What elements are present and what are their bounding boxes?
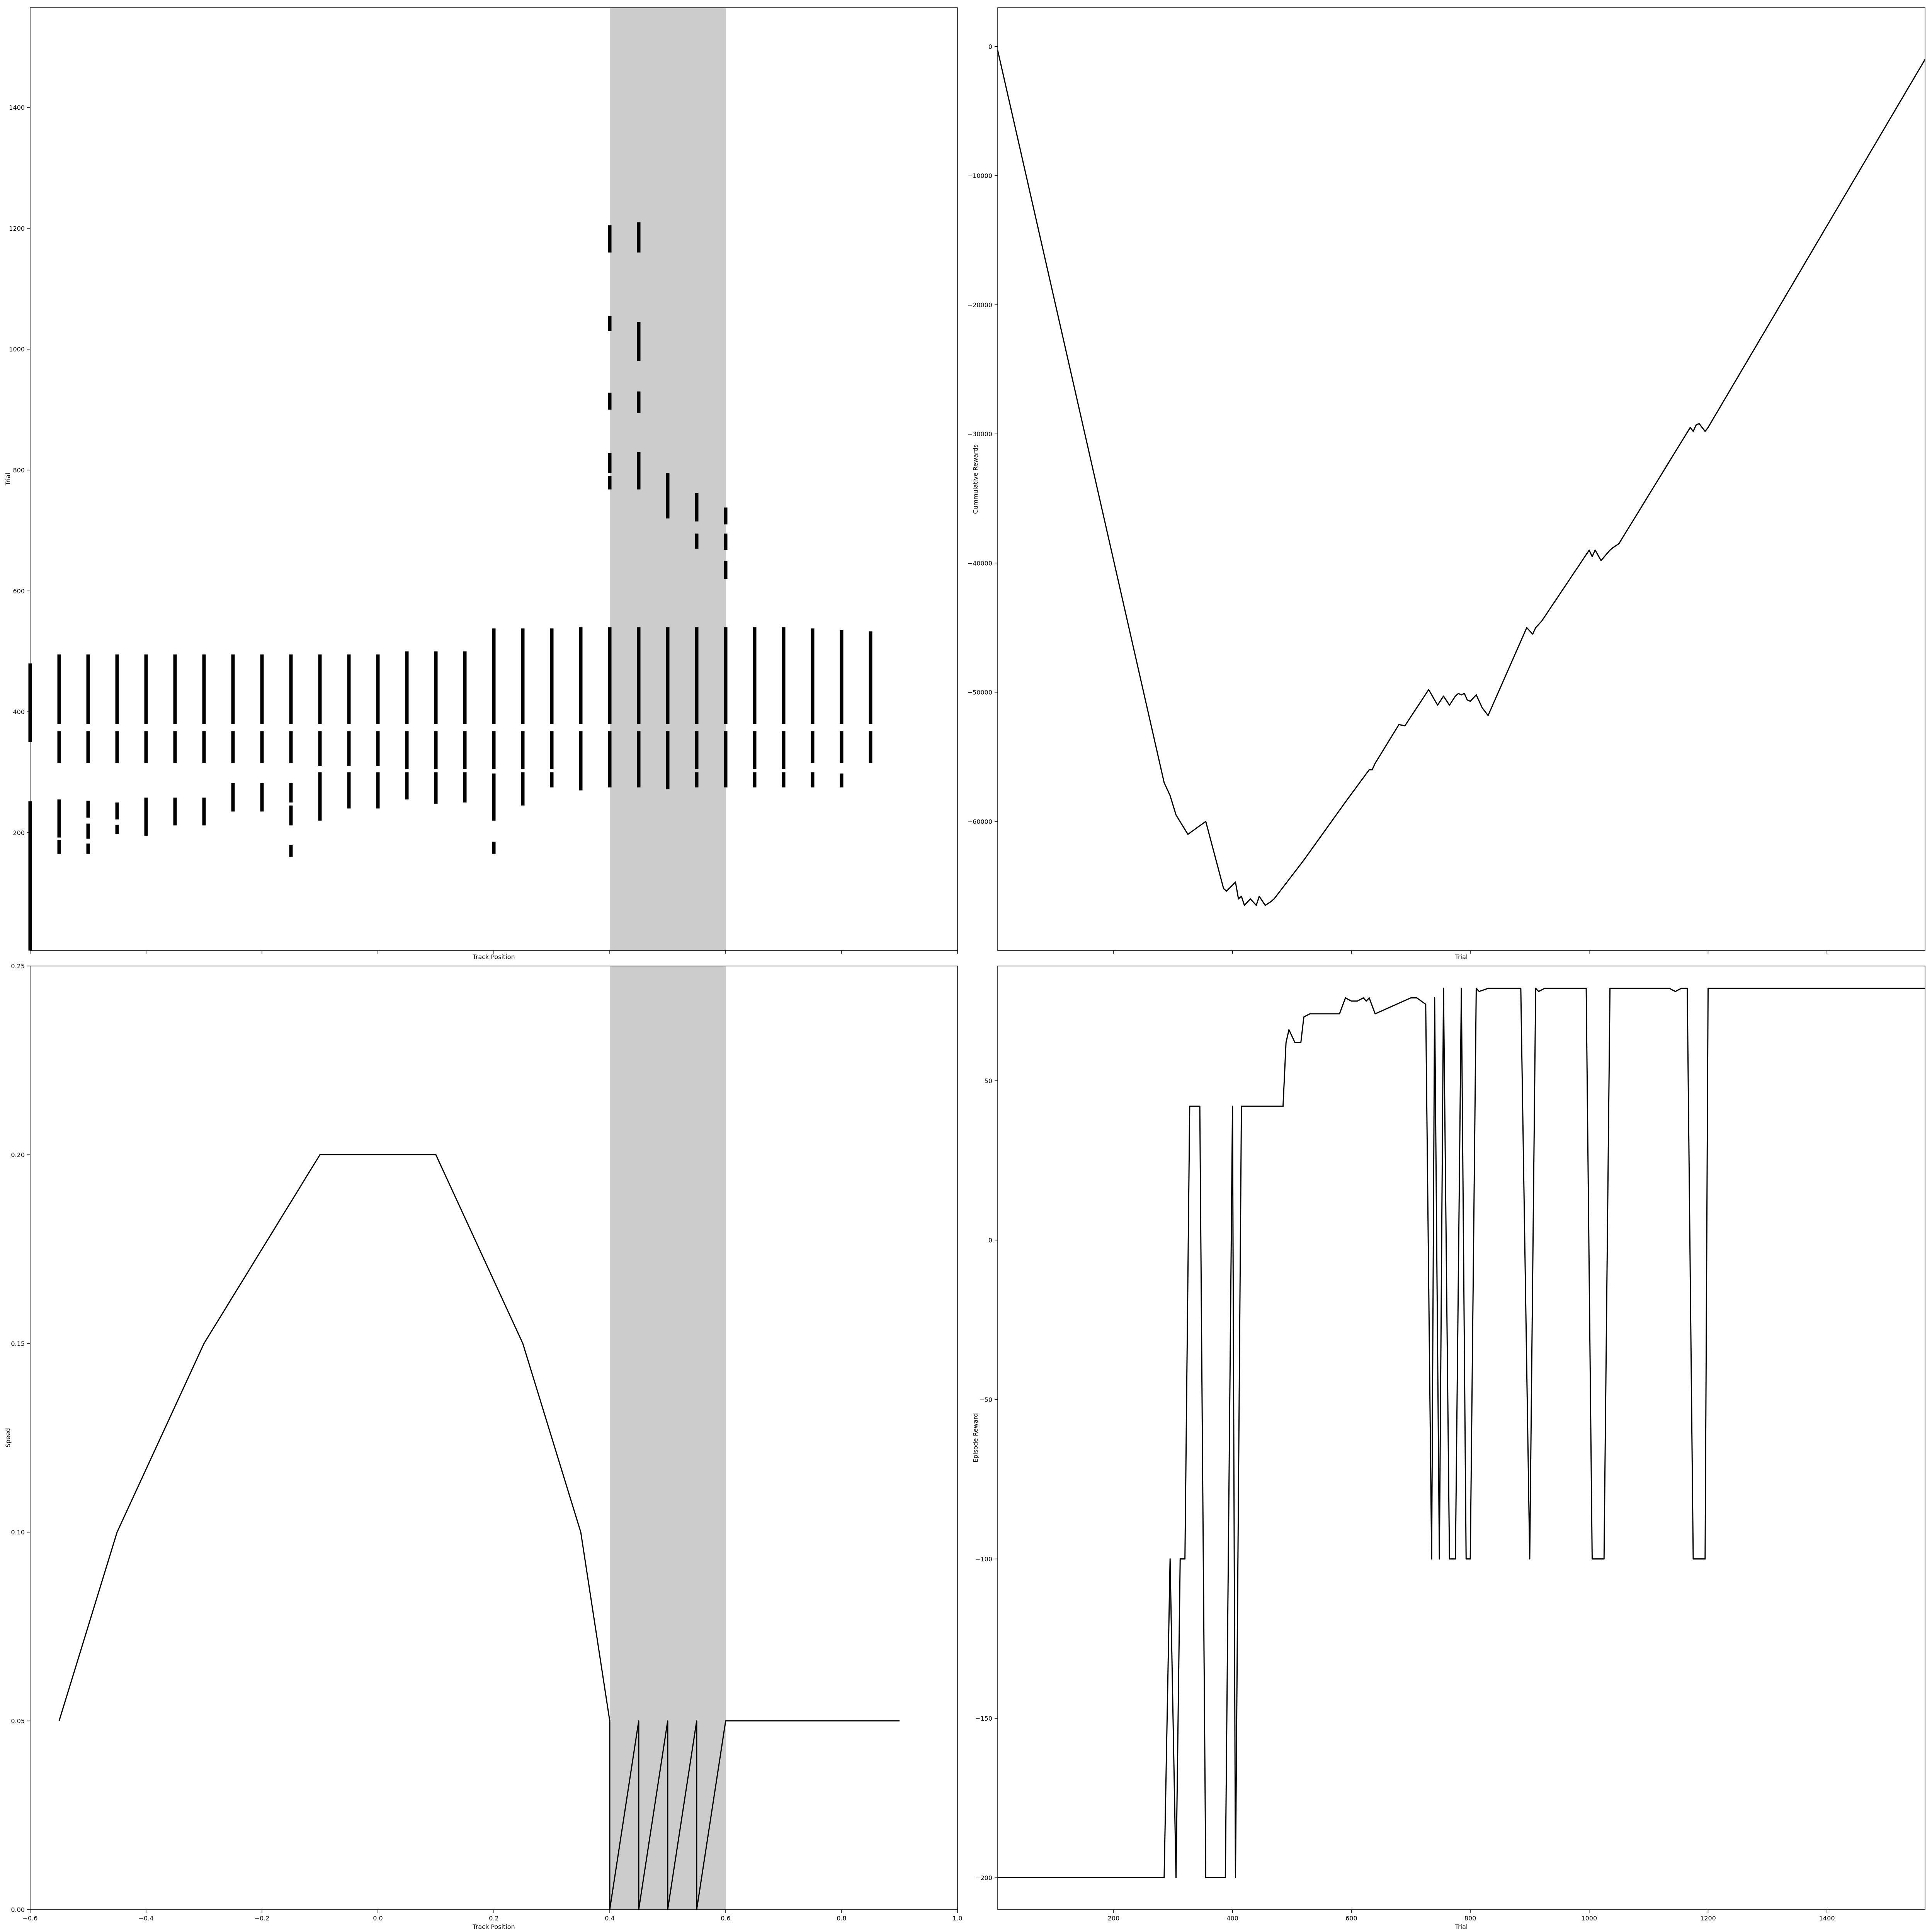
y-tick-label: 800 <box>13 467 25 474</box>
y-tick-label: −150 <box>975 1715 992 1722</box>
y-tick-label: −30000 <box>968 430 992 438</box>
y-tick-label: −100 <box>975 1556 992 1563</box>
y-tick-label: 0.25 <box>11 963 25 970</box>
episode-reward-panel: 50 0 −50 −100 −150 −200 200 400 600 800 1000 1200 14… <box>972 966 1925 1930</box>
x-axis-label: Trial <box>1455 1923 1468 1930</box>
x-tick-label: −0.2 <box>255 1915 270 1922</box>
speed-vs-track-position-panel: 0.00 0.05 0.10 0.15 0.20 0.25 −0.6 −0.4 −0.2 0.0 0… <box>4 963 963 1930</box>
x-tick-label: 1.0 <box>952 1915 962 1922</box>
x-tick-label: 0.8 <box>837 1915 846 1922</box>
y-tick-label: −50 <box>979 1396 992 1403</box>
y-tick-label: 0.20 <box>11 1151 25 1158</box>
series-line <box>997 50 1926 906</box>
y-axis-label: Trial <box>4 473 12 486</box>
x-axis-label: Trial <box>1455 953 1468 961</box>
x-tick-label: 1400 <box>1819 1915 1835 1922</box>
series-line <box>998 988 1925 1878</box>
x-tick-label: 0.2 <box>489 1915 498 1922</box>
x-tick-label: 200 <box>1108 1915 1120 1922</box>
axes-frame <box>997 7 1925 951</box>
y-tick-label: 600 <box>13 587 25 595</box>
y-tick-label: 0.00 <box>11 1906 25 1913</box>
y-tick-label: −20000 <box>968 301 992 309</box>
x-tick-label: 0.4 <box>605 1915 614 1922</box>
x-tick-label: 1200 <box>1700 1915 1716 1922</box>
y-tick-label: −60000 <box>968 818 992 825</box>
x-tick-label: 400 <box>1226 1915 1238 1922</box>
series-line <box>58 1154 900 1910</box>
x-axis-label: Track Position <box>472 953 515 961</box>
x-tick-label: 0.0 <box>373 1915 383 1922</box>
x-tick-label: 0.6 <box>721 1915 730 1922</box>
x-tick-label: 1000 <box>1581 1915 1597 1922</box>
x-tick-label: 800 <box>1464 1915 1476 1922</box>
y-tick-label: 0 <box>988 1237 992 1244</box>
y-axis-label: Cummulative Rewards <box>972 444 979 514</box>
y-tick-label: 200 <box>13 829 25 837</box>
x-axis-label: Track Position <box>472 1923 515 1930</box>
x-tick-label: 600 <box>1345 1915 1357 1922</box>
axes-frame <box>997 966 1925 1910</box>
x-tick-label: −0.4 <box>139 1915 154 1922</box>
y-tick-label: −50000 <box>968 689 992 696</box>
y-tick-label: 50 <box>985 1077 992 1085</box>
y-tick-label: 1400 <box>9 104 25 111</box>
y-axis-label: Episode Reward <box>972 1413 979 1463</box>
y-tick-label: 1200 <box>9 225 25 232</box>
y-tick-label: 400 <box>13 708 25 716</box>
y-tick-label: 0.10 <box>11 1529 25 1536</box>
cumulative-rewards-panel: 0 −10000 −20000 −30000 −40000 −50000 −60000 Tri… <box>968 7 1926 961</box>
y-tick-label: −10000 <box>968 172 992 180</box>
x-tick-label: −0.6 <box>23 1915 38 1922</box>
y-tick-label: 0 <box>988 43 992 50</box>
y-tick-label: −40000 <box>968 560 992 567</box>
y-tick-label: 1000 <box>9 346 25 353</box>
y-axis-label: Speed <box>4 1428 12 1447</box>
axes-frame <box>30 966 958 1910</box>
y-tick-label: 0.15 <box>11 1340 25 1347</box>
trial-vs-track-position-panel: 200 400 600 800 1000 1200 1400 Track Position Tr… <box>4 7 958 961</box>
y-tick-label: 0.05 <box>11 1718 25 1725</box>
y-tick-label: −200 <box>975 1874 992 1882</box>
